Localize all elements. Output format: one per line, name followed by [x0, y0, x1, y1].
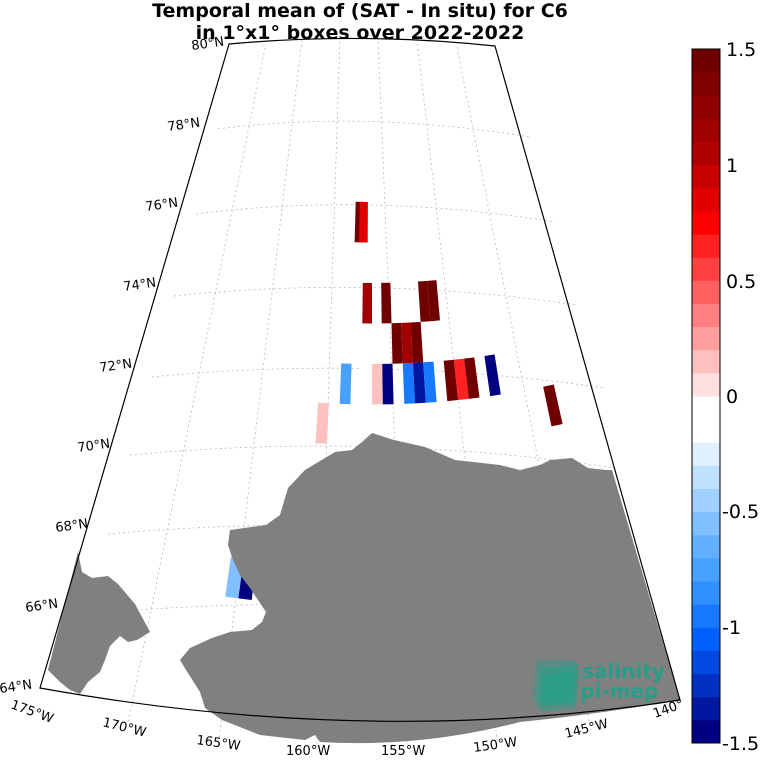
colorbar-segment [692, 118, 720, 143]
data-cell [372, 363, 383, 405]
colorbar-segment [692, 442, 720, 466]
lat-label-74: 74°N [122, 276, 157, 295]
colorbar-outline [691, 48, 721, 744]
lat-label-72: 72°N [98, 357, 133, 376]
lon-label-155: 155°W [381, 744, 425, 759]
colorbar-segment [692, 719, 720, 744]
colorbar-segment [692, 673, 720, 698]
data-cell [362, 282, 372, 324]
data-cell [413, 362, 426, 404]
data-cell [315, 402, 329, 444]
colorbar-tick-neg1: -1 [722, 617, 741, 639]
land-russia [48, 552, 150, 694]
data-cell [427, 280, 440, 322]
colorbar-tick-1.5: 1.5 [726, 39, 756, 61]
colorbar-tick-labels: 1.5 1 0.5 0 -0.5 -1 -1.5 [722, 39, 759, 755]
colorbar-segment [692, 349, 720, 374]
colorbar-segment [692, 696, 720, 721]
colorbar-segment [692, 187, 720, 212]
colorbar [692, 49, 720, 744]
data-cell [361, 363, 372, 405]
logo-text-salinity: salinity [582, 659, 665, 683]
map-title: Temporal mean of (SAT - In situ) for C6 … [40, 0, 680, 44]
lon-label-145: 145°W [563, 717, 610, 742]
data-cell [418, 280, 431, 322]
colorbar-segment [692, 396, 720, 420]
colorbar-tick-0.5: 0.5 [726, 271, 756, 293]
title-line-2: in 1°x1° boxes over 2022-2022 [195, 22, 525, 44]
data-cell [359, 201, 368, 243]
colorbar-tick-neg0.5: -0.5 [722, 501, 759, 523]
data-cell [339, 363, 352, 405]
colorbar-segment [692, 581, 720, 605]
lat-label-70: 70°N [76, 437, 111, 456]
lon-label-150: 150°W [472, 735, 518, 756]
data-cell [391, 322, 403, 364]
colorbar-segment [692, 234, 720, 258]
colorbar-segment [692, 210, 720, 235]
colorbar-segment [692, 511, 720, 536]
colorbar-segment [692, 326, 720, 351]
lat-label-78: 78°N [166, 116, 201, 135]
data-cell [453, 358, 469, 400]
data-cell [464, 357, 480, 399]
data-cell [410, 321, 424, 363]
lat-label-68: 68°N [54, 517, 89, 536]
colorbar-segment [692, 488, 720, 513]
colorbar-segment [692, 72, 720, 96]
lon-label-160: 160°W [286, 744, 330, 759]
colorbar-segment [692, 164, 720, 189]
colorbar-segment [692, 604, 720, 628]
data-cell [401, 322, 413, 364]
colorbar-segment [692, 280, 720, 304]
colorbar-segment [692, 419, 720, 443]
data-cell [443, 359, 459, 402]
colorbar-segment [692, 557, 720, 582]
colorbar-segment [692, 49, 720, 73]
colorbar-segment [692, 141, 720, 166]
data-cell [381, 282, 392, 324]
map-frame-outline [39, 37, 681, 722]
data-cell [402, 362, 416, 404]
data-cell [423, 361, 437, 403]
lat-label-80: 80°N [190, 35, 225, 54]
colorbar-tick-0: 0 [726, 386, 738, 408]
colorbar-segment [692, 372, 720, 397]
logo-text-pi-mep: pi-mep [580, 679, 658, 703]
colorbar-segment [692, 303, 720, 328]
colorbar-segment [692, 95, 720, 119]
logo-waves-icon [532, 660, 580, 712]
lat-labels: 80°N 78°N 76°N 74°N 72°N 70°N 68°N 66°N … [0, 35, 225, 697]
colorbar-segment [692, 257, 720, 281]
salinity-pi-mep-logo: salinity pi-mep [532, 659, 665, 712]
colorbar-segment [692, 627, 720, 651]
lat-label-64: 64°N [0, 678, 33, 697]
lon-label-170: 170°W [101, 715, 148, 740]
land-alaska [180, 433, 680, 744]
colorbar-tick-1: 1 [726, 155, 738, 177]
lon-label-165: 165°W [195, 733, 241, 754]
colorbar-segment [692, 650, 720, 675]
lat-label-66: 66°N [24, 597, 59, 616]
lat-label-76: 76°N [144, 196, 179, 215]
colorbar-segment [692, 465, 720, 490]
colorbar-segment [692, 534, 720, 559]
data-cell [484, 354, 501, 397]
data-cell [382, 363, 394, 405]
data-cell [543, 384, 563, 427]
lon-label-175: 175°W [9, 698, 56, 727]
colorbar-tick-neg1.5: -1.5 [722, 733, 759, 755]
title-line-1: Temporal mean of (SAT - In situ) for C6 [152, 0, 568, 22]
